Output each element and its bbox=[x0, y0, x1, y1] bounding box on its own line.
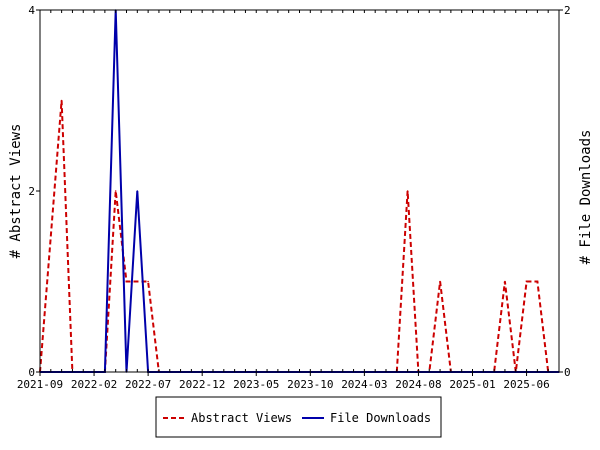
y2-tick-label: 2 bbox=[564, 4, 571, 17]
data-point-abstract-views bbox=[525, 280, 528, 283]
legend-box bbox=[155, 396, 442, 438]
label-layer: 2021-09 2022-02 2022-07 2022-12 2023-05 2023-… bbox=[17, 4, 571, 391]
x-tick-label: 2022-12 bbox=[179, 378, 225, 391]
data-point-abstract-views bbox=[536, 280, 539, 283]
y2-axis-title: # File Downloads bbox=[578, 130, 594, 265]
y-tick-label: 4 bbox=[28, 4, 35, 17]
plot-area bbox=[40, 10, 559, 372]
x-tick-label: 2021-09 bbox=[17, 378, 63, 391]
data-point-abstract-views bbox=[504, 280, 506, 283]
tick-layer bbox=[36, 9, 563, 376]
x-tick-label: 2022-02 bbox=[71, 378, 117, 391]
legend-label-file-downloads: File Downloads bbox=[330, 411, 431, 425]
x-tick-label: 2024-03 bbox=[341, 378, 387, 391]
data-point-abstract-views bbox=[439, 280, 441, 283]
x-tick-label: 2025-06 bbox=[503, 378, 549, 391]
x-tick-label: 2023-10 bbox=[287, 378, 333, 391]
data-point-abstract-views bbox=[125, 280, 128, 283]
x-tick-label: 2025-01 bbox=[449, 378, 495, 391]
data-point-abstract-views bbox=[406, 190, 409, 192]
y-axis-title: # Abstract Views bbox=[8, 124, 24, 259]
x-tick-label: 2023-05 bbox=[233, 378, 279, 391]
data-point-file-downloads bbox=[136, 190, 139, 192]
legend-label-abstract-views: Abstract Views bbox=[191, 411, 292, 425]
data-point-abstract-views bbox=[60, 99, 63, 102]
legend: Abstract Views File Downloads bbox=[155, 396, 442, 438]
y-tick-label: 2 bbox=[28, 185, 35, 198]
y2-tick-label: 0 bbox=[564, 366, 571, 379]
x-tick-label: 2024-08 bbox=[395, 378, 441, 391]
data-point-abstract-views bbox=[136, 280, 139, 283]
data-point-abstract-views bbox=[147, 280, 149, 283]
x-tick-label: 2022-07 bbox=[125, 378, 171, 391]
y-tick-label: 0 bbox=[28, 366, 35, 379]
data-point-abstract-views bbox=[114, 190, 117, 192]
